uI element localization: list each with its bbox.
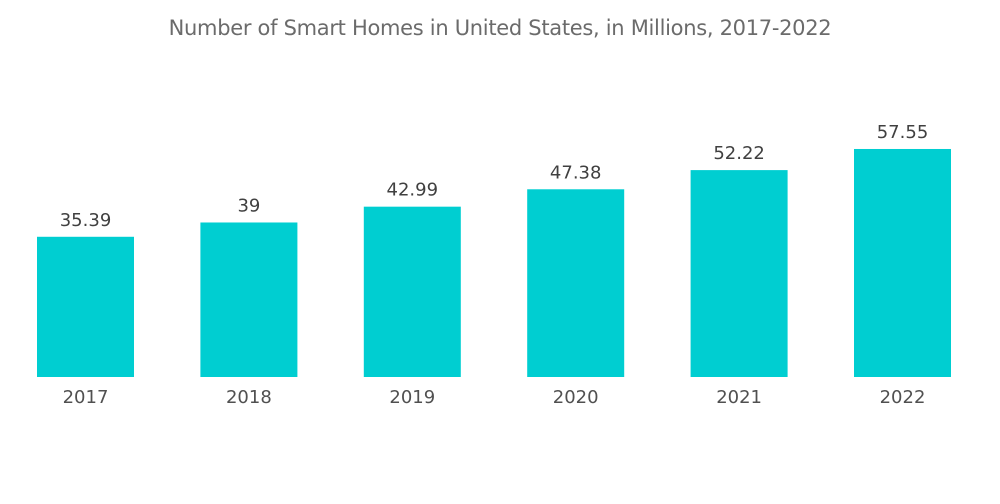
data-label-2020: 47.38 [550,162,602,183]
bar-2022 [854,148,951,377]
chart-title: Number of Smart Homes in United States, … [168,16,832,40]
data-label-2017: 35.39 [60,210,112,231]
data-label-2022: 57.55 [877,122,929,143]
bar-2019 [363,206,461,377]
data-label-2021: 52.22 [713,143,765,164]
bar-2018 [200,222,298,377]
data-label-2018: 39 [237,195,260,216]
x-tick-2021: 2021 [716,387,762,408]
bar-2017 [37,236,134,377]
x-tick-2022: 2022 [880,387,926,408]
data-label-2019: 42.99 [387,180,439,201]
x-tick-2019: 2019 [389,387,435,408]
x-tick-2017: 2017 [63,387,109,408]
x-tick-2020: 2020 [553,387,599,408]
x-tick-2018: 2018 [226,387,272,408]
bar-2021 [690,170,788,377]
bar-2020 [527,189,625,377]
